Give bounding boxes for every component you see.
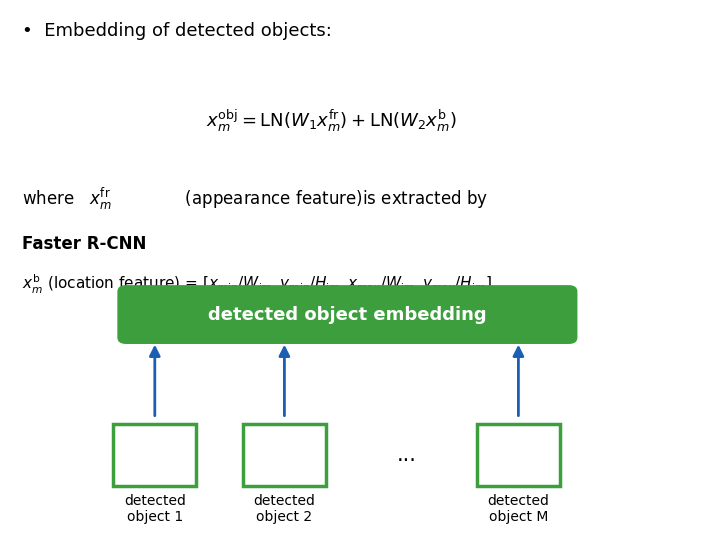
Text: detected
object 2: detected object 2	[253, 494, 315, 524]
Text: where   $x_m^{\mathrm{fr}}$              (appearance feature)is extracted by: where $x_m^{\mathrm{fr}}$ (appearance fe…	[22, 186, 487, 213]
Text: detected
object 1: detected object 1	[124, 494, 186, 524]
FancyBboxPatch shape	[477, 424, 560, 486]
FancyBboxPatch shape	[114, 424, 196, 486]
Text: ...: ...	[397, 445, 417, 465]
Text: $x_m^{\mathrm{b}}$ (location feature) = $[x_{\min}/W_{\mathrm{im}}, y_{\min}/H_{: $x_m^{\mathrm{b}}$ (location feature) = …	[22, 273, 492, 296]
Text: detected object embedding: detected object embedding	[208, 306, 487, 323]
FancyBboxPatch shape	[117, 285, 577, 344]
Text: Faster R-CNN: Faster R-CNN	[22, 235, 146, 253]
FancyBboxPatch shape	[243, 424, 325, 486]
Text: detected
object M: detected object M	[487, 494, 549, 524]
Text: $x_m^{\mathrm{obj}} = \mathrm{LN}(W_1 x_m^{\mathrm{fr}}) + \mathrm{LN}(W_2 x_m^{: $x_m^{\mathrm{obj}} = \mathrm{LN}(W_1 x_…	[206, 108, 456, 134]
Text: •  Embedding of detected objects:: • Embedding of detected objects:	[22, 22, 331, 39]
